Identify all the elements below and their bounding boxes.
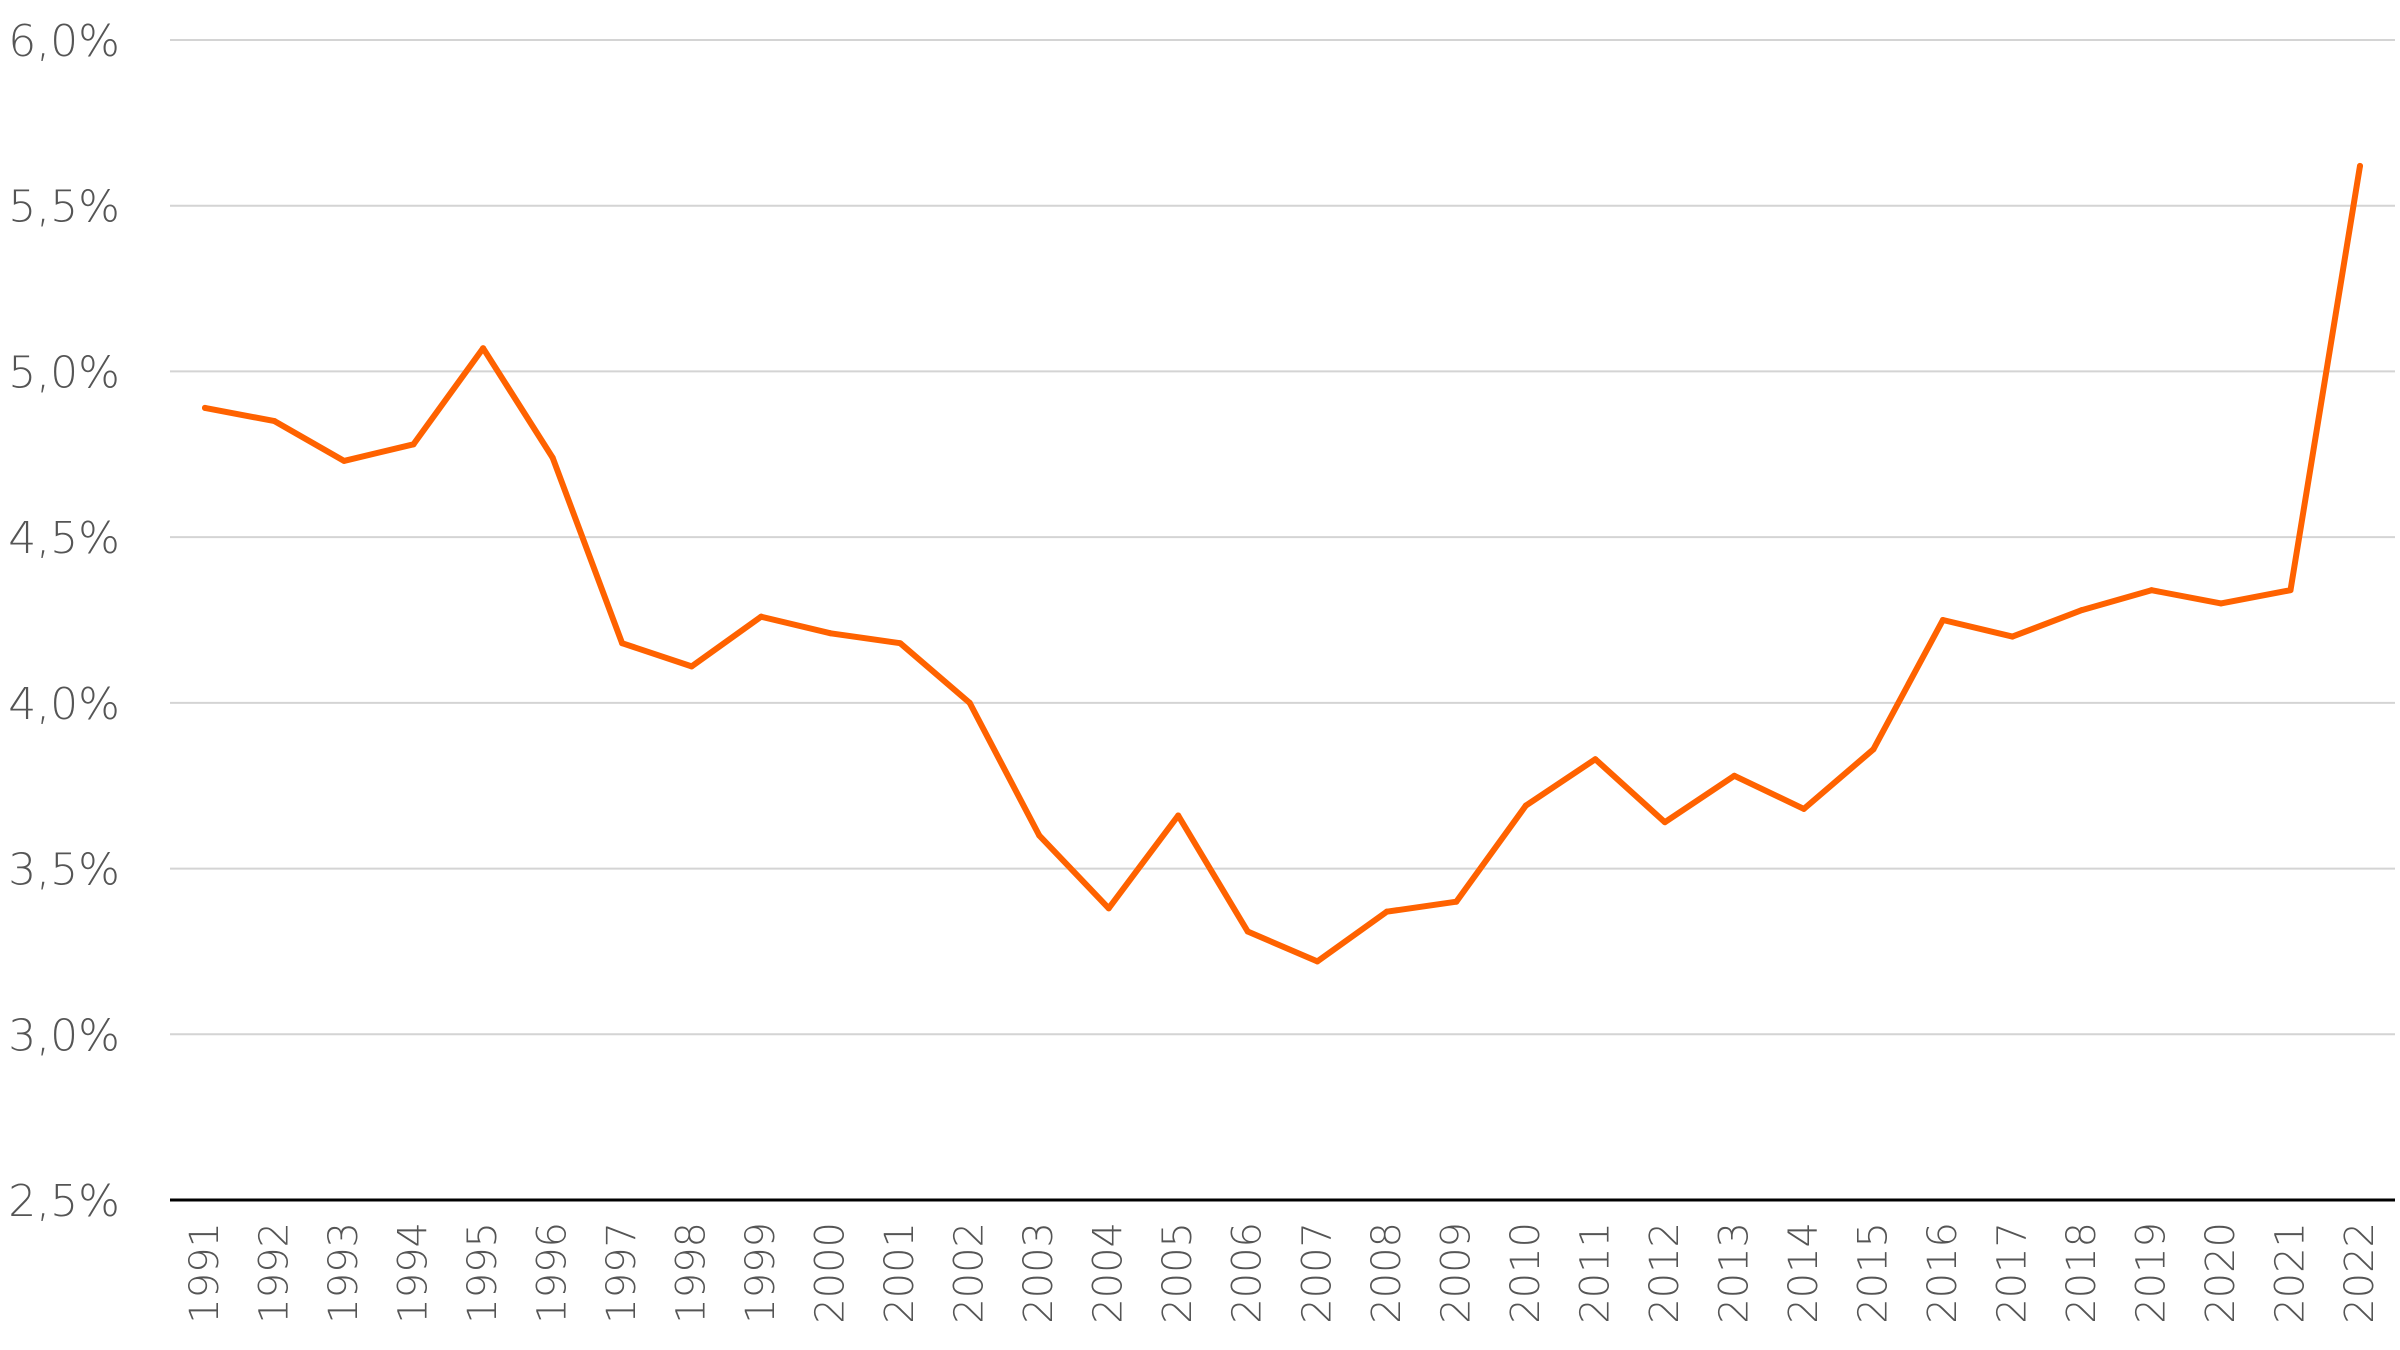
x-tick-label: 2007 (1294, 1222, 1340, 1324)
x-tick-label: 1993 (321, 1222, 367, 1324)
x-tick-label: 2012 (1642, 1222, 1688, 1324)
data-point (410, 441, 417, 448)
x-tick-label: 2008 (1364, 1222, 1410, 1324)
x-tick-label: 2003 (1016, 1222, 1062, 1324)
data-point (1661, 819, 1668, 826)
x-tick-label: 1998 (669, 1222, 715, 1324)
y-tick-label: 4,5% (8, 513, 120, 564)
data-point (2357, 162, 2363, 169)
x-tick-label: 2002 (947, 1222, 993, 1324)
x-tick-label: 1991 (182, 1222, 228, 1324)
x-tick-label: 2011 (1572, 1222, 1618, 1324)
x-tick-label: 1996 (530, 1222, 576, 1324)
data-point (897, 640, 904, 647)
x-tick-label: 2004 (1086, 1222, 1132, 1324)
x-tick-label: 2010 (1503, 1222, 1549, 1324)
data-point (341, 457, 348, 464)
y-tick-label: 6,0% (8, 16, 120, 67)
data-point (549, 454, 556, 461)
data-point (2078, 607, 2085, 614)
x-tick-label: 2014 (1781, 1222, 1827, 1324)
series-line (202, 162, 2363, 965)
data-point (1522, 802, 1529, 809)
x-tick-label: 2021 (2267, 1222, 2313, 1324)
data-point (1800, 805, 1807, 812)
data-point (1592, 756, 1599, 763)
y-tick-label: 2,5% (8, 1176, 120, 1227)
data-point (1175, 812, 1182, 819)
data-point (2287, 587, 2294, 594)
data-point (758, 613, 765, 620)
x-tick-label: 2018 (2059, 1222, 2105, 1324)
data-point (480, 345, 487, 352)
y-tick-label: 4,0% (8, 679, 120, 730)
data-point (2217, 600, 2224, 607)
x-tick-label: 2017 (1989, 1222, 2035, 1324)
x-tick-label: 2006 (1225, 1222, 1271, 1324)
y-tick-label: 3,0% (8, 1010, 120, 1061)
data-point (1870, 746, 1877, 753)
data-point (688, 663, 695, 670)
data-point (2148, 587, 2155, 594)
y-axis-tick-labels: 2,5% 3,0% 3,5% 4,0% 4,5% 5,0% 5,5% 6,0% (8, 16, 120, 1227)
gridlines (170, 39, 2395, 1036)
x-tick-label: 2016 (1920, 1222, 1966, 1324)
data-point (202, 404, 208, 411)
y-tick-label: 5,5% (8, 182, 120, 233)
data-point (619, 640, 626, 647)
data-point (1939, 617, 1946, 623)
y-tick-label: 3,5% (8, 845, 120, 896)
y-tick-label: 5,0% (8, 347, 120, 398)
series-layer (202, 162, 2363, 965)
data-point (1731, 772, 1738, 779)
x-tick-label: 2020 (2198, 1222, 2244, 1324)
x-tick-label: 1994 (391, 1222, 437, 1324)
data-point (2009, 633, 2016, 640)
x-tick-label: 1999 (738, 1222, 784, 1324)
data-point (966, 699, 973, 706)
data-point (827, 630, 834, 637)
data-point (1244, 928, 1251, 935)
x-tick-label: 1992 (252, 1222, 298, 1324)
x-tick-label: 2009 (1433, 1222, 1479, 1324)
data-point (1105, 905, 1112, 912)
data-point (1453, 898, 1460, 905)
x-axis-tick-labels: 1991 1992 1993 1994 1995 1996 1997 1998 1999 2000… (182, 1222, 2383, 1324)
data-point (1314, 958, 1321, 965)
x-tick-label: 2005 (1155, 1222, 1201, 1324)
x-tick-label: 2000 (808, 1222, 854, 1324)
x-tick-label: 2015 (1850, 1222, 1896, 1324)
data-point (1383, 908, 1390, 915)
x-tick-label: 2001 (877, 1222, 923, 1324)
data-point (1036, 832, 1043, 839)
x-tick-label: 2022 (2337, 1222, 2383, 1324)
x-tick-label: 1997 (599, 1222, 645, 1324)
x-tick-label: 2013 (1711, 1222, 1757, 1324)
x-tick-label: 2019 (2128, 1222, 2174, 1324)
data-point (271, 418, 278, 425)
x-tick-label: 1995 (460, 1222, 506, 1324)
